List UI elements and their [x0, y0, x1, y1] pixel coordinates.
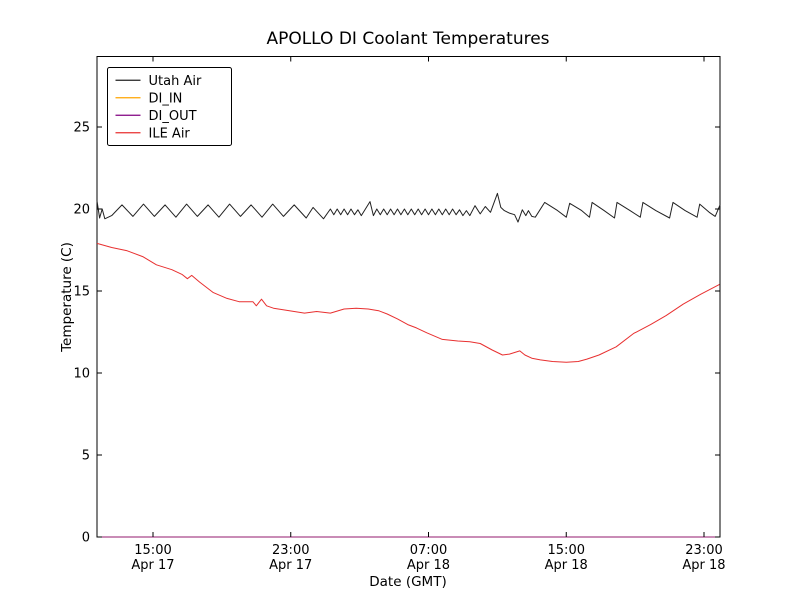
- y-tick-label: 5: [82, 449, 90, 464]
- data-series: [96, 192, 721, 538]
- x-tick-label: Apr 18: [545, 558, 588, 573]
- legend-label: DI_OUT: [149, 109, 197, 124]
- x-tick-label: 15:00: [548, 543, 585, 558]
- legend-label: ILE Air: [149, 126, 191, 141]
- legend: Utah Air DI_IN DI_OUT ILE Air: [107, 67, 232, 146]
- x-tick-label: 23:00: [272, 543, 309, 558]
- y-tick-label: 10: [73, 367, 90, 382]
- x-tick-label: Apr 17: [131, 558, 174, 573]
- x-tick-label: 07:00: [410, 543, 447, 558]
- y-tick-label: 0: [82, 531, 90, 546]
- legend-label: Utah Air: [149, 74, 202, 89]
- y-tick-label: 25: [73, 121, 90, 136]
- x-tick-label: Apr 18: [407, 558, 450, 573]
- x-tick-label: 15:00: [134, 543, 171, 558]
- y-tick-label: 15: [73, 285, 90, 300]
- series-line-ile-air: [96, 242, 720, 363]
- y-axis-label: Temperature (C): [59, 242, 75, 353]
- series-line-utah-air: [96, 192, 721, 223]
- x-tick-label: Apr 18: [682, 558, 725, 573]
- x-tick-label: 23:00: [685, 543, 722, 558]
- chart-title: APOLLO DI Coolant Temperatures: [266, 29, 549, 49]
- x-tick-label: Apr 17: [269, 558, 312, 573]
- x-axis-label: Date (GMT): [369, 574, 446, 590]
- legend-label: DI_IN: [149, 91, 183, 106]
- y-tick-label: 20: [73, 203, 90, 218]
- legend-box: [107, 67, 232, 146]
